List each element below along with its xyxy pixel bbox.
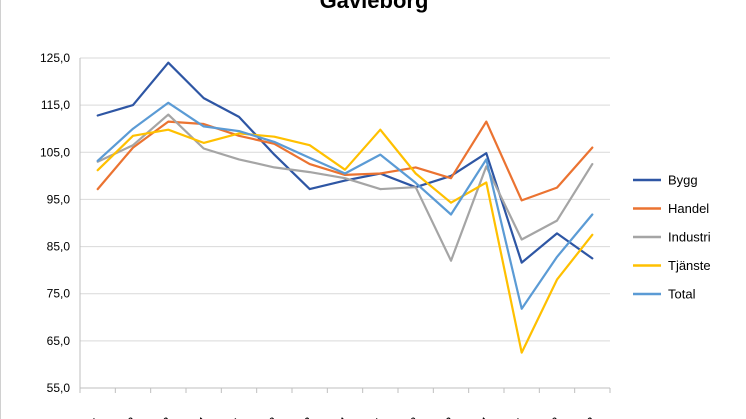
legend-label: Handel (668, 201, 709, 216)
legend: Bygg Handel Industri Tjänste Total (633, 173, 711, 302)
x-tick-label: 0q1 (504, 414, 528, 419)
series-line-bygg (96, 61, 594, 264)
series-line-tjänste (96, 128, 594, 354)
x-tick-label: 8q3 (292, 414, 316, 419)
x-tick-label: 7q2 (115, 414, 139, 419)
y-tick-label: 125,0 (40, 51, 70, 65)
series-line-industri (96, 113, 594, 262)
x-tick-label: 8q1 (221, 414, 245, 419)
legend-label: Total (668, 287, 696, 302)
y-tick-label: 95,0 (47, 192, 71, 206)
x-tick-label: 0q2 (539, 414, 563, 419)
y-tick-label: 65,0 (47, 334, 71, 348)
x-tick-label: 9q2 (398, 414, 422, 419)
y-tick-label: 105,0 (40, 145, 70, 159)
x-tick-label: 7q1 (80, 414, 104, 419)
series-line-handel (96, 120, 594, 202)
x-tick-label: 9q4 (468, 414, 492, 419)
y-tick-label: 75,0 (47, 287, 71, 301)
x-tick-label: 9q1 (362, 414, 386, 419)
series-lines (96, 61, 594, 354)
y-tick-label: 115,0 (41, 98, 70, 112)
x-tick-label: 0q3 (574, 414, 598, 419)
gridlines (80, 57, 610, 342)
y-tick-label: 55,0 (47, 381, 71, 395)
axes (79, 58, 611, 393)
legend-label: Industri (668, 230, 711, 245)
chart-title: Gävleborg (320, 0, 429, 13)
legend-label: Bygg (668, 173, 698, 188)
x-tick-label: 7q4 (186, 414, 210, 419)
legend-label: Tjänste (668, 258, 711, 273)
x-tick-label: 9q3 (433, 414, 457, 419)
y-tick-label: 85,0 (47, 240, 71, 254)
x-tick-label: 8q2 (256, 414, 280, 419)
x-tick-labels: 7q1 7q2 7q3 7q4 8q1 8q2 8q3 8q4 9q1 9q2 9q3 9q4 0q1 0… (80, 414, 599, 419)
y-tick-labels: 125,0 115,0 105,0 95,0 85,0 75,0 65,0 55,0 (40, 51, 70, 395)
x-tick-label: 7q3 (150, 414, 174, 419)
series-line-total (96, 101, 594, 310)
x-tick-label: 8q4 (327, 414, 351, 419)
